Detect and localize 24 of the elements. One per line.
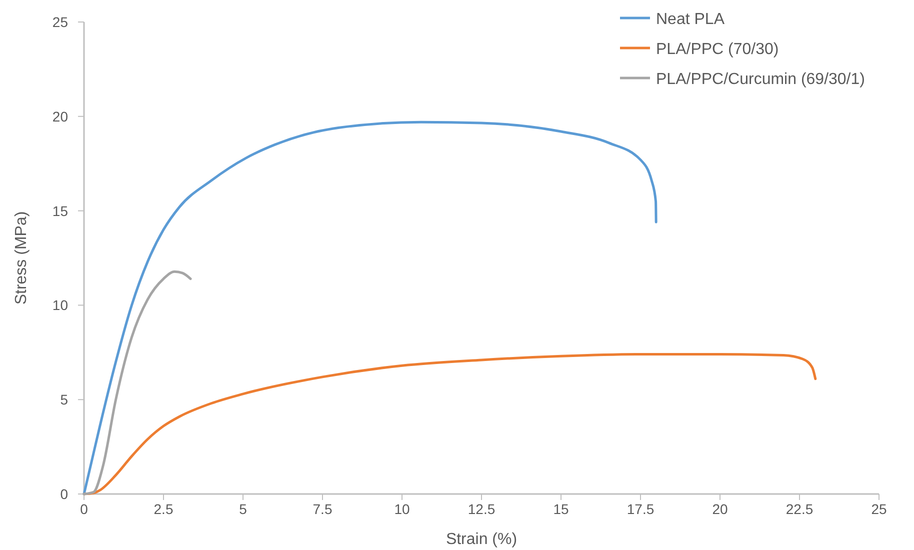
legend-label: PLA/PPC (70/30) xyxy=(656,41,779,58)
x-tick-label: 5 xyxy=(239,501,248,517)
line-series xyxy=(82,120,658,496)
x-tick-label: 17.5 xyxy=(626,501,654,517)
x-tick-label: 20 xyxy=(712,501,728,517)
x-tick-label: 10 xyxy=(394,501,410,517)
line-series xyxy=(82,270,192,496)
y-tick-label: 10 xyxy=(52,297,68,314)
x-tick-label: 7.5 xyxy=(312,501,332,517)
legend-label: PLA/PPC/Curcumin (69/30/1) xyxy=(656,71,865,88)
y-tick-label: 5 xyxy=(60,392,68,408)
x-tick-label: 12.5 xyxy=(468,501,496,517)
y-axis-title: Stress (MPa) xyxy=(13,211,30,305)
x-tick-label: 2.5 xyxy=(154,501,174,517)
x-axis-title: Strain (%) xyxy=(446,531,518,548)
x-tick-label: 25 xyxy=(871,501,887,517)
y-tick-label: 0 xyxy=(60,486,68,502)
x-tick-label: 22.5 xyxy=(786,501,814,517)
x-tick-label: 15 xyxy=(553,501,569,517)
legend-label: Neat PLA xyxy=(656,11,725,28)
x-tick-label: 0 xyxy=(80,501,88,517)
y-tick-label: 15 xyxy=(52,202,68,219)
y-tick-label: 20 xyxy=(52,108,68,124)
y-tick-label: 25 xyxy=(52,14,68,30)
